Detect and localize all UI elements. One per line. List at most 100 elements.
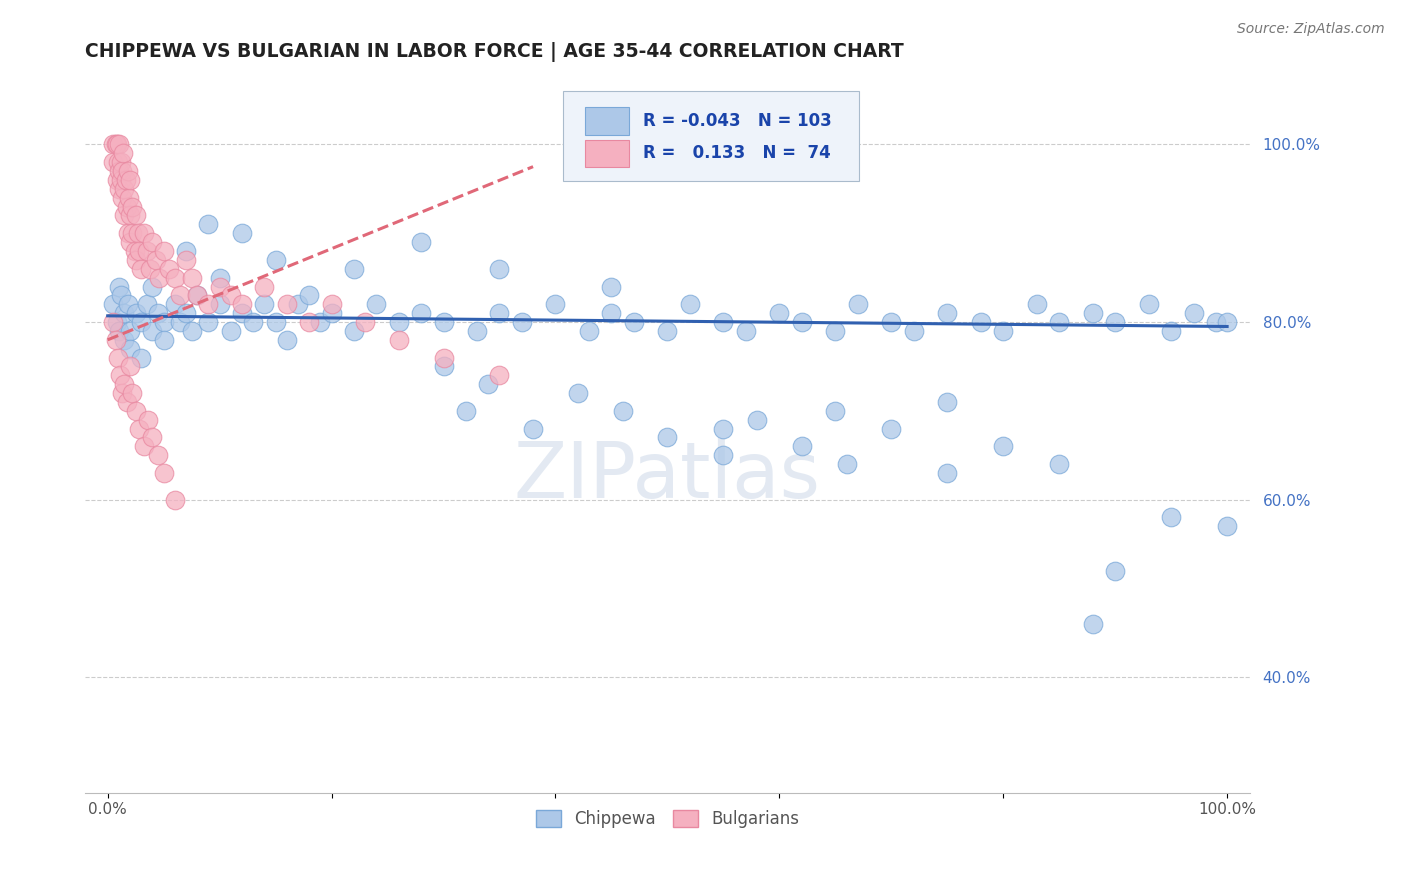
Point (152, 244, 174, 258)
Point (321, 306, 343, 320)
Point (163, 270, 186, 285)
Point (152, 333, 174, 347)
Point (657, 324, 679, 338)
Point (388, 333, 411, 347)
Point (121, 386, 143, 401)
Point (132, 226, 155, 240)
Point (1160, 510, 1182, 524)
Point (114, 377, 136, 392)
Point (117, 164, 139, 178)
Point (623, 315, 645, 329)
Point (936, 306, 959, 320)
Point (298, 315, 321, 329)
Point (711, 315, 734, 329)
Point (146, 306, 169, 320)
Point (993, 439, 1015, 453)
Point (104, 333, 127, 347)
Point (366, 297, 388, 311)
Point (253, 279, 276, 293)
Point (790, 439, 813, 453)
Point (105, 137, 128, 152)
Point (276, 297, 298, 311)
Point (118, 191, 141, 205)
Point (231, 306, 253, 320)
Point (488, 368, 510, 383)
Point (231, 297, 253, 311)
Point (108, 182, 131, 196)
Point (141, 279, 163, 293)
Point (298, 288, 321, 302)
Point (1081, 306, 1104, 320)
Point (477, 377, 499, 392)
Point (115, 200, 138, 214)
Point (104, 137, 127, 152)
Point (124, 209, 146, 223)
Point (388, 315, 411, 329)
Point (768, 306, 790, 320)
Point (1182, 306, 1205, 320)
Point (114, 173, 136, 187)
Point (544, 297, 567, 311)
Point (522, 421, 544, 435)
Point (141, 324, 163, 338)
Point (734, 324, 756, 338)
Point (110, 155, 132, 169)
Point (824, 324, 846, 338)
Point (163, 492, 186, 507)
Point (110, 288, 132, 302)
Point (790, 315, 813, 329)
Point (128, 421, 150, 435)
Point (219, 324, 242, 338)
Point (287, 297, 309, 311)
Point (108, 324, 131, 338)
Point (936, 466, 959, 480)
Point (411, 306, 433, 320)
Point (711, 448, 734, 462)
Point (1047, 315, 1070, 329)
Point (129, 351, 152, 365)
Point (903, 324, 925, 338)
Point (174, 306, 197, 320)
Point (411, 235, 433, 249)
Text: Source: ZipAtlas.com: Source: ZipAtlas.com (1237, 22, 1385, 37)
Point (208, 270, 231, 285)
Point (253, 297, 276, 311)
Text: ZIPatlas: ZIPatlas (515, 438, 821, 514)
Point (121, 226, 143, 240)
Point (711, 421, 734, 435)
Point (1160, 324, 1182, 338)
Point (197, 218, 219, 232)
Point (135, 244, 157, 258)
Point (124, 306, 146, 320)
Point (612, 404, 634, 418)
Text: R =   0.133   N =  74: R = 0.133 N = 74 (643, 145, 831, 162)
Point (136, 413, 159, 427)
Point (1104, 564, 1126, 578)
Point (117, 226, 139, 240)
Point (124, 252, 146, 267)
FancyBboxPatch shape (585, 139, 628, 167)
Point (110, 173, 132, 187)
Point (114, 209, 136, 223)
Point (186, 288, 208, 302)
Point (264, 252, 287, 267)
Point (600, 279, 623, 293)
Point (343, 324, 366, 338)
Point (1216, 519, 1239, 533)
Point (745, 413, 768, 427)
Point (197, 315, 219, 329)
Point (186, 288, 208, 302)
Point (105, 315, 128, 329)
Point (1047, 457, 1070, 471)
Point (103, 155, 125, 169)
Point (174, 244, 197, 258)
Point (108, 164, 131, 178)
Point (1205, 315, 1227, 329)
Point (114, 333, 136, 347)
Point (824, 404, 846, 418)
Point (128, 244, 150, 258)
Point (465, 324, 488, 338)
Point (180, 324, 202, 338)
Point (880, 315, 903, 329)
Point (108, 368, 131, 383)
